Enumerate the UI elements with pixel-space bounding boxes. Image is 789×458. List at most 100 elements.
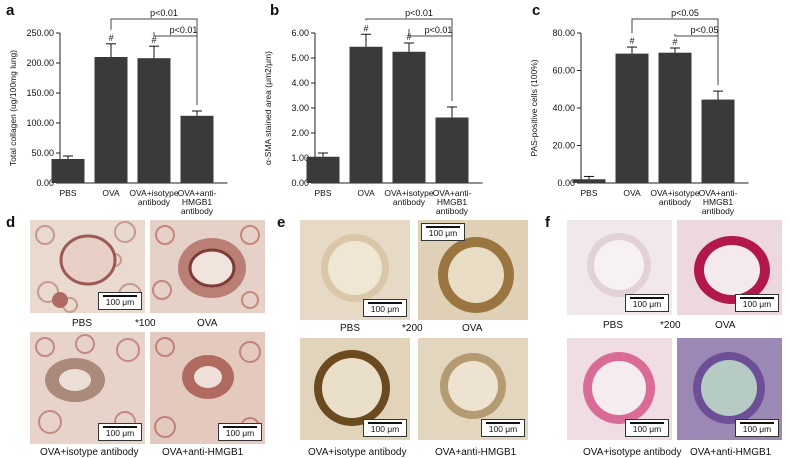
x-tick-label: OVA+anti- (178, 188, 217, 198)
scale-bar: 100 μm (363, 299, 407, 317)
bar (572, 179, 606, 183)
chart-a-collagen: 0.00 50.00 100.00 150.00 200.00 250.00 Total c… (8, 8, 228, 216)
panel-letter-d: d (6, 214, 16, 231)
y-tick-label: 5.00 (291, 53, 309, 63)
y-tick-label: 80.00 (552, 28, 575, 38)
scale-bar: 100 μm (98, 423, 142, 441)
caption-f-pbs: PBS (603, 320, 624, 331)
x-tick-label: OVA (102, 188, 120, 198)
scale-bar: 100 μm (735, 419, 779, 437)
y-tick-label: 0.00 (36, 178, 54, 188)
bar (94, 57, 128, 183)
y-tick-label: 1.00 (291, 153, 309, 163)
micrograph-d-anti-hmgb1: 100 μm (150, 332, 265, 444)
y-axis-label: α-SMA stained area (μm2/μm) (263, 51, 273, 165)
caption-e-anti-hmgb1: OVA+anti-HMGB1 (435, 447, 517, 458)
p-value-label: p<0.01 (150, 8, 178, 18)
micrograph-e-anti-hmgb1: 100 μm (418, 338, 528, 440)
caption-f-isotype: OVA+isotype antibody (583, 447, 682, 458)
micrograph-d-pbs: 100 μm (30, 220, 145, 313)
p-value-label: p<0.01 (170, 25, 198, 35)
x-tick-label: OVA+isotype (129, 188, 178, 198)
significance-bracket (674, 34, 719, 86)
significance-hash: # (363, 23, 368, 33)
y-axis-label: PAS-positive cells (100%) (529, 59, 539, 156)
x-tick-label: OVA (623, 188, 641, 198)
scale-bar: 100 μm (625, 294, 669, 312)
scale-bar: 100 μm (625, 419, 669, 437)
y-tick-label: 100.00 (26, 118, 54, 128)
caption-f-anti-hmgb1: OVA+anti-HMGB1 (690, 447, 772, 458)
x-tick-label: HMGB1 (703, 197, 734, 207)
x-tick-label: HMGB1 (182, 197, 213, 207)
lung-tissue-image (150, 220, 265, 313)
chart-b-sma: 0.00 1.00 2.00 3.00 4.00 5.00 6.00 α-SMA staine… (263, 8, 483, 216)
caption-d-pbs: PBS (72, 318, 93, 329)
y-tick-label: 60.00 (552, 66, 575, 76)
x-tick-label: PBS (59, 188, 76, 198)
significance-bracket (153, 32, 198, 105)
airway-tissue-image (418, 338, 528, 440)
scale-bar: 100 μm (218, 423, 262, 441)
bar (137, 58, 171, 184)
micrograph-f-isotype: 100 μm (567, 338, 672, 440)
bar (51, 159, 85, 183)
y-tick-label: 0.00 (557, 178, 575, 188)
micrograph-e-isotype: 100 μm (300, 338, 410, 440)
significance-hash: # (629, 36, 634, 46)
scale-bar: 100 μm (481, 419, 525, 437)
y-tick-label: 20.00 (552, 141, 575, 151)
y-tick-label: 0.00 (291, 178, 309, 188)
significance-hash: # (108, 33, 113, 43)
scale-bar: 100 μm (363, 419, 407, 437)
airway-tissue-image (300, 220, 410, 320)
p-value-label: p<0.01 (405, 8, 433, 18)
y-tick-label: 40.00 (552, 103, 575, 113)
bar (615, 53, 649, 183)
y-tick-label: 3.00 (291, 103, 309, 113)
x-tick-label: HMGB1 (437, 197, 468, 207)
y-tick-label: 4.00 (291, 78, 309, 88)
caption-e-isotype: OVA+isotype antibody (308, 447, 407, 458)
caption-e-pbs: PBS (340, 323, 361, 334)
panel-letter-f: f (545, 214, 550, 231)
x-tick-label: antibody (436, 206, 469, 216)
y-tick-label: 150.00 (26, 88, 54, 98)
x-tick-label: OVA+anti- (699, 188, 738, 198)
significance-hash: # (406, 32, 411, 42)
airway-tissue-image (300, 338, 410, 440)
micrograph-d-ova (150, 220, 265, 313)
micrograph-f-ova: 100 μm (677, 220, 782, 315)
significance-bracket (408, 29, 453, 101)
x-tick-label: PBS (580, 188, 597, 198)
x-tick-label: antibody (702, 206, 735, 216)
y-tick-label: 6.00 (291, 28, 309, 38)
y-tick-label: 200.00 (26, 58, 54, 68)
bar (180, 115, 214, 183)
magnification-f: *200 (660, 320, 681, 331)
x-tick-label: OVA+isotype (650, 188, 699, 198)
x-tick-label: OVA (357, 188, 375, 198)
bar (392, 51, 426, 183)
x-tick-label: antibody (659, 197, 692, 207)
micrograph-f-pbs: 100 μm (567, 220, 672, 315)
micrograph-e-pbs: 100 μm (300, 220, 410, 320)
panel-letter-b: b (270, 2, 280, 19)
bar (658, 52, 692, 183)
p-value-label: p<0.01 (425, 25, 453, 35)
x-tick-label: antibody (181, 206, 214, 216)
scale-bar: 100 μm (735, 294, 779, 312)
caption-d-anti-hmgb1: OVA+anti-HMGB1 (162, 447, 244, 458)
caption-d-isotype: OVA+isotype antibody (40, 447, 139, 458)
panel-letter-a: a (6, 2, 15, 19)
bar (701, 99, 735, 183)
p-value-label: p<0.05 (671, 8, 699, 18)
x-tick-label: OVA+isotype (384, 188, 433, 198)
panel-letter-e: e (277, 214, 286, 231)
panel-letter-c: c (532, 2, 541, 19)
micrograph-d-isotype: 100 μm (30, 332, 145, 444)
x-tick-label: antibody (138, 197, 171, 207)
x-tick-label: OVA+anti- (433, 188, 472, 198)
caption-d-ova: OVA (197, 318, 218, 329)
significance-hash: # (151, 35, 156, 45)
